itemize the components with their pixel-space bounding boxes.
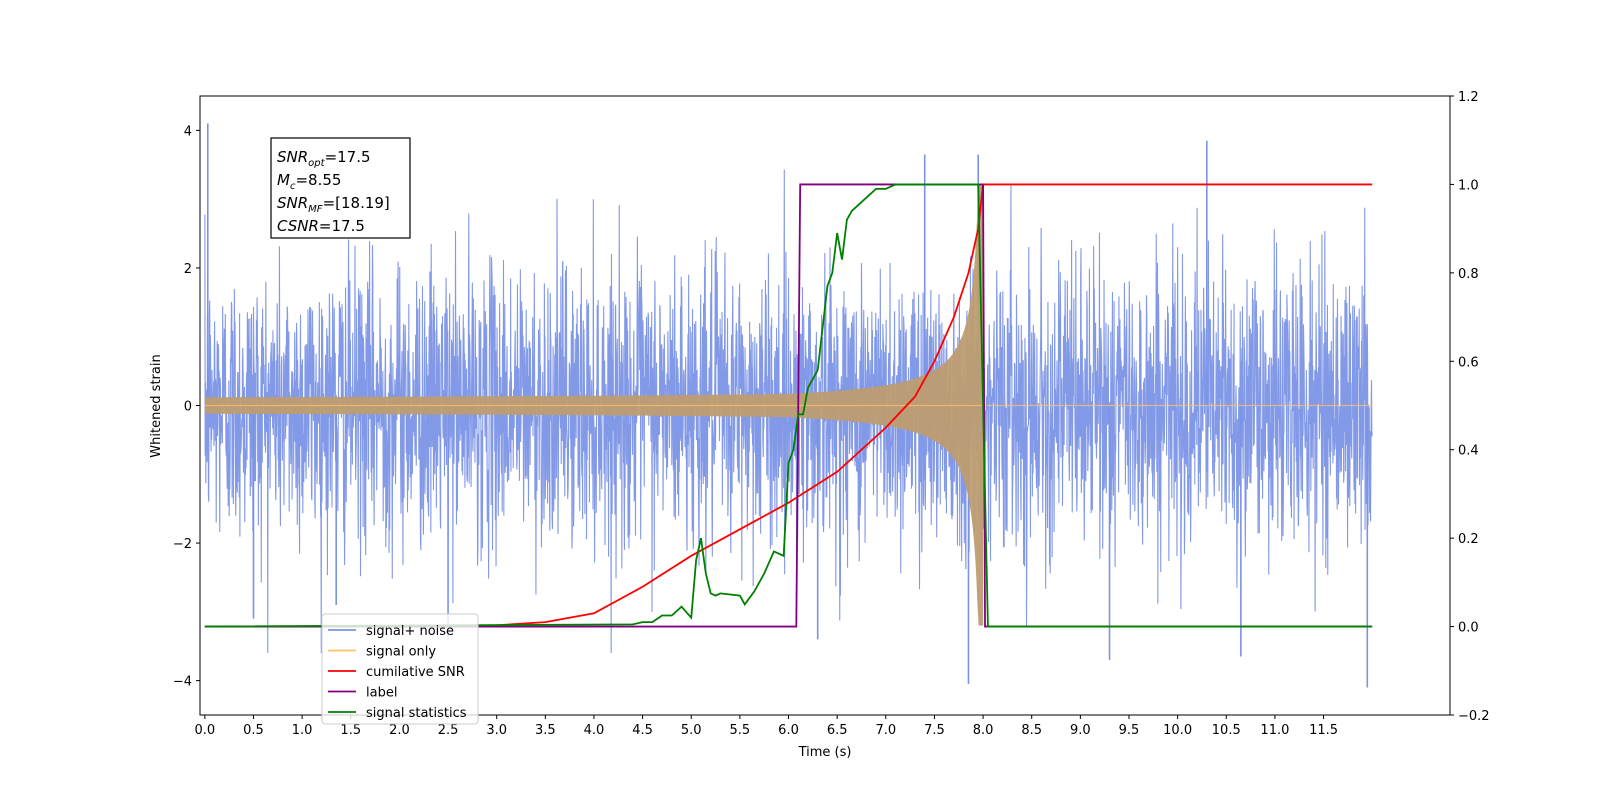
annotation-line: CSNR=17.5 <box>277 217 365 235</box>
y-axis-left-ticks: −4 −2 0 2 4 <box>173 124 200 690</box>
y-axis-right-ticks: −0.2 0.0 0.2 0.4 0.6 0.8 1.0 1.2 <box>1450 90 1490 724</box>
legend: signal+ noise signal only cumilative SNR la… <box>321 613 479 725</box>
legend-label: cumilative SNR <box>366 665 465 680</box>
x-axis-label: Time (s) <box>798 745 852 760</box>
series-signal-statistics <box>204 183 1373 628</box>
annotation-line: SNRopt=17.5 <box>277 148 371 169</box>
x-tick-label: 5.5 <box>730 723 751 738</box>
x-tick-label: 3.0 <box>486 723 507 738</box>
y-tick-label-left: −2 <box>173 537 192 552</box>
x-tick-label: 1.5 <box>340 723 361 738</box>
legend-label: signal statistics <box>366 706 467 721</box>
y-tick-label-left: 0 <box>184 400 192 415</box>
x-tick-label: 4.0 <box>584 723 605 738</box>
x-tick-label: 7.5 <box>924 723 945 738</box>
x-tick-label: 4.5 <box>632 723 653 738</box>
series-layer <box>204 123 1373 688</box>
x-axis-ticks: 0.0 0.5 1.0 1.5 2.0 2.5 3.0 3.5 4.0 4.5 5.0 5.5 6.0 6… <box>195 715 1338 738</box>
x-tick-label: 6.0 <box>778 723 799 738</box>
y-tick-label-right: 1.2 <box>1458 90 1479 105</box>
annotation-line: Mc=8.55 <box>277 171 341 192</box>
series-cumilative-snr <box>204 183 1373 628</box>
x-tick-label: 6.5 <box>827 723 848 738</box>
y-tick-label-left: 2 <box>184 262 192 277</box>
x-tick-label: 0.0 <box>195 723 216 738</box>
x-tick-label: 2.5 <box>438 723 459 738</box>
y-tick-label-right: 0.2 <box>1458 532 1479 547</box>
annotation-line: SNRMF=[18.19] <box>277 194 390 215</box>
x-tick-label: 10.0 <box>1163 723 1192 738</box>
x-tick-label: 7.0 <box>875 723 896 738</box>
x-tick-label: 11.0 <box>1260 723 1289 738</box>
x-tick-label: 2.0 <box>389 723 410 738</box>
x-tick-label: 0.5 <box>243 723 264 738</box>
x-tick-label: 1.0 <box>292 723 313 738</box>
x-tick-label: 9.5 <box>1119 723 1140 738</box>
y-tick-label-right: 0.6 <box>1458 355 1479 370</box>
legend-label: label <box>366 686 397 701</box>
x-tick-label: 5.0 <box>681 723 702 738</box>
y-axis-label: Whitened strain <box>149 354 164 457</box>
x-tick-label: 9.0 <box>1070 723 1091 738</box>
x-tick-label: 8.0 <box>973 723 994 738</box>
y-tick-label-right: 0.8 <box>1458 267 1479 282</box>
x-tick-label: 3.5 <box>535 723 556 738</box>
y-tick-label-right: 1.0 <box>1458 178 1479 193</box>
x-tick-label: 8.5 <box>1021 723 1042 738</box>
y-tick-label-right: −0.2 <box>1458 709 1490 724</box>
series-signal-noise-spikes <box>206 123 1369 688</box>
y-tick-label-right: 0.0 <box>1458 621 1479 636</box>
legend-label: signal only <box>366 645 436 660</box>
y-tick-label-left: 4 <box>184 124 192 139</box>
legend-label: signal+ noise <box>366 624 454 639</box>
x-tick-label: 11.5 <box>1309 723 1338 738</box>
y-tick-label-right: 0.4 <box>1458 444 1479 459</box>
y-tick-label-left: −4 <box>173 675 192 690</box>
series-signal-noise <box>204 169 1373 654</box>
x-tick-label: 10.5 <box>1212 723 1241 738</box>
